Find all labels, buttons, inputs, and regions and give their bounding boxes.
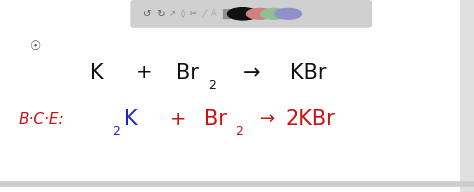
Bar [460, 0, 474, 192]
Text: B·C·E:: B·C·E: [19, 112, 64, 127]
Circle shape [275, 8, 301, 19]
Text: ⁄: ⁄ [203, 9, 205, 19]
Text: 2: 2 [236, 125, 243, 138]
Text: Br: Br [176, 63, 199, 83]
Text: →: → [243, 63, 260, 83]
Text: 2: 2 [208, 79, 216, 92]
Text: K: K [124, 109, 137, 129]
Text: ↗: ↗ [169, 9, 175, 18]
Text: 2KBr: 2KBr [286, 109, 335, 129]
Text: +: + [137, 64, 153, 82]
Text: ✂: ✂ [190, 9, 197, 18]
Circle shape [246, 8, 273, 19]
Text: →: → [260, 110, 275, 128]
Circle shape [228, 8, 258, 20]
Text: █: █ [222, 9, 230, 19]
Text: ↺: ↺ [143, 9, 151, 19]
Text: A: A [211, 9, 217, 18]
Text: ☉: ☉ [30, 40, 41, 53]
Text: KBr: KBr [290, 63, 327, 83]
Text: K: K [91, 63, 104, 83]
Text: Br: Br [204, 109, 227, 129]
Text: ◊: ◊ [181, 9, 185, 18]
FancyBboxPatch shape [130, 0, 372, 28]
Text: 2: 2 [112, 125, 120, 138]
Circle shape [261, 8, 287, 19]
Text: ↻: ↻ [156, 9, 164, 19]
Text: +: + [170, 110, 186, 128]
